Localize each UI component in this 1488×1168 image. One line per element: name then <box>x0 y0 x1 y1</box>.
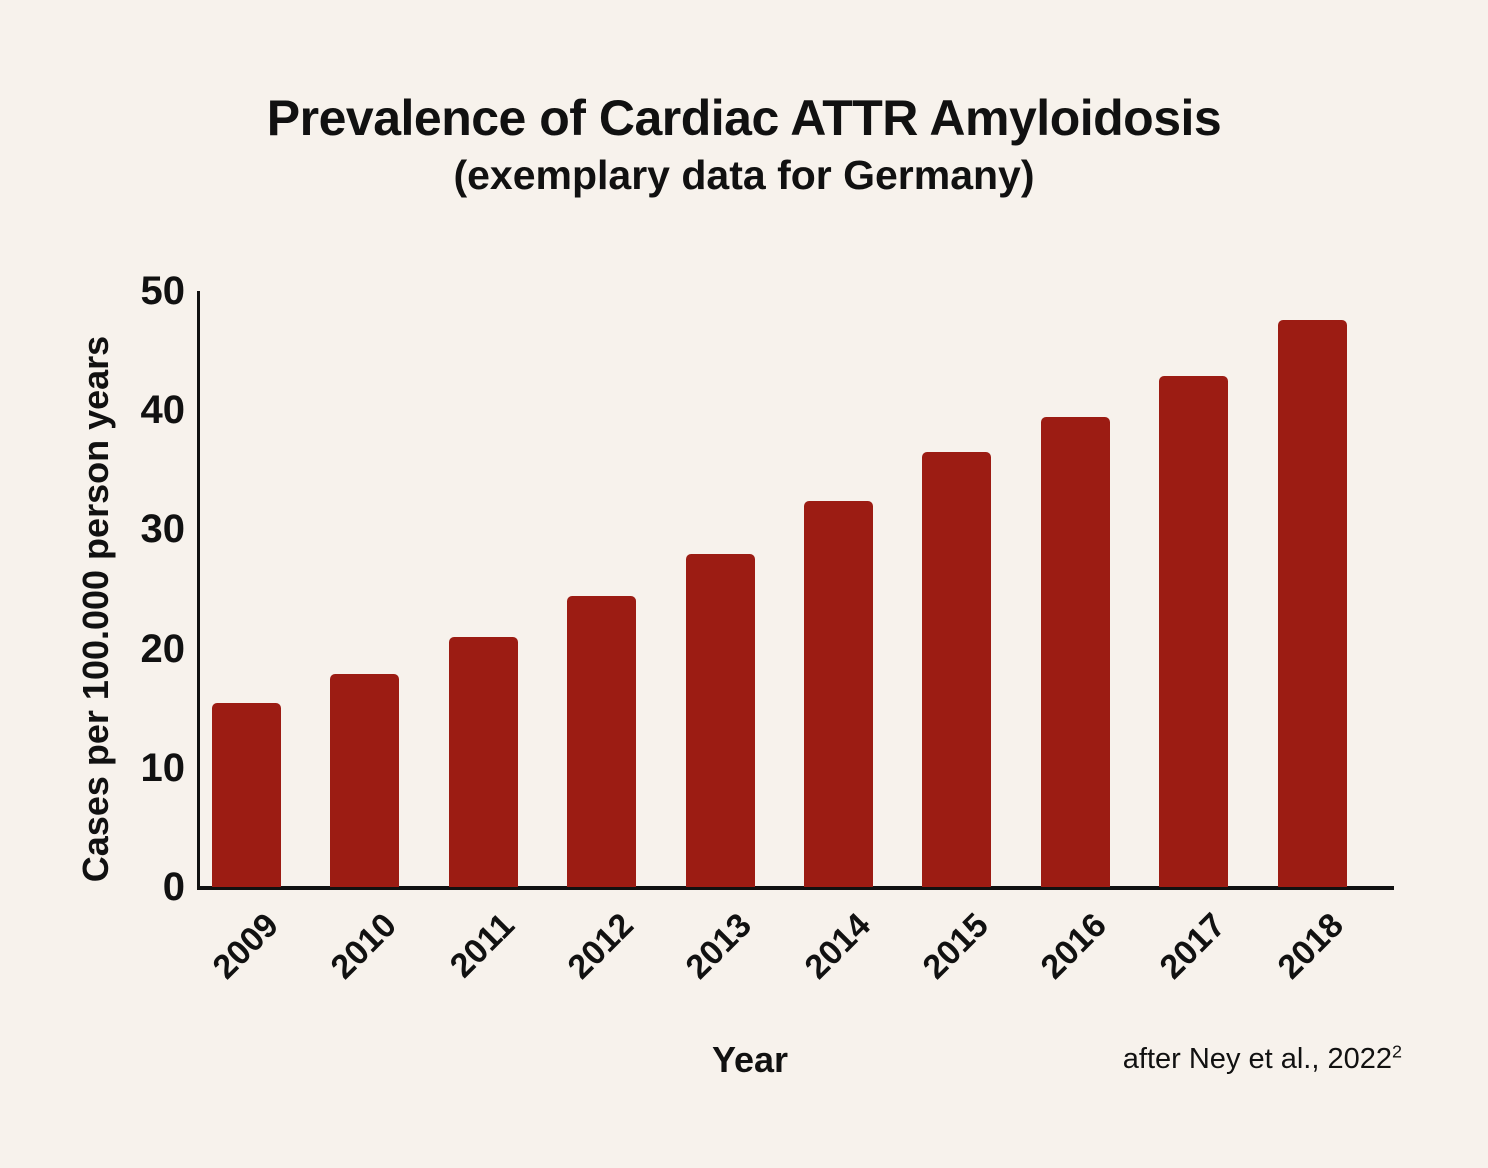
bar-2014 <box>804 500 873 887</box>
bar-2012 <box>567 596 637 887</box>
bar-2009 <box>212 703 281 887</box>
bar-2010 <box>330 673 400 887</box>
title-block: Prevalence of Cardiac ATTR Amyloidosis (… <box>0 92 1488 198</box>
x-axis-tick-2015: 2015 <box>915 906 996 987</box>
y-axis-tick-40: 40 <box>140 388 186 433</box>
x-axis-tick-2009: 2009 <box>205 906 286 987</box>
y-axis-tick-0: 0 <box>162 865 185 909</box>
bar-2018 <box>1277 319 1347 887</box>
x-axis-line <box>197 886 1394 890</box>
y-axis-tick-30: 30 <box>140 507 186 552</box>
x-axis-tick-2010: 2010 <box>323 906 404 987</box>
bar-2016 <box>1040 417 1110 887</box>
bar-2017 <box>1159 375 1229 887</box>
x-axis-tick-2012: 2012 <box>560 906 641 987</box>
source-note-superscript: 2 <box>1392 1041 1402 1062</box>
x-axis-tick-2018: 2018 <box>1270 906 1351 987</box>
bar-2015 <box>922 451 992 887</box>
y-axis-tick-50: 50 <box>140 269 186 313</box>
chart-title: Prevalence of Cardiac ATTR Amyloidosis <box>266 90 1222 146</box>
x-axis-tick-2016: 2016 <box>1033 906 1115 987</box>
source-note: after Ney et al., 20222 <box>1122 1041 1402 1076</box>
x-axis-tick-2017: 2017 <box>1152 906 1233 987</box>
y-axis-title: Cases per 100.000 person years <box>75 335 116 883</box>
bar-2011 <box>448 636 518 887</box>
x-axis-title: Year <box>711 1039 789 1080</box>
source-note-text: after Ney et al., 2022 <box>1122 1043 1392 1075</box>
chart-subtitle: (exemplary data for Germany) <box>453 152 1035 198</box>
y-axis-tick-20: 20 <box>140 626 186 671</box>
bar-2013 <box>685 554 755 887</box>
y-axis-line <box>197 291 200 888</box>
x-axis-tick-2014: 2014 <box>797 906 878 987</box>
y-axis-tick-10: 10 <box>140 745 186 790</box>
x-axis-tick-2011: 2011 <box>443 906 523 986</box>
x-axis-tick-2013: 2013 <box>678 906 759 987</box>
